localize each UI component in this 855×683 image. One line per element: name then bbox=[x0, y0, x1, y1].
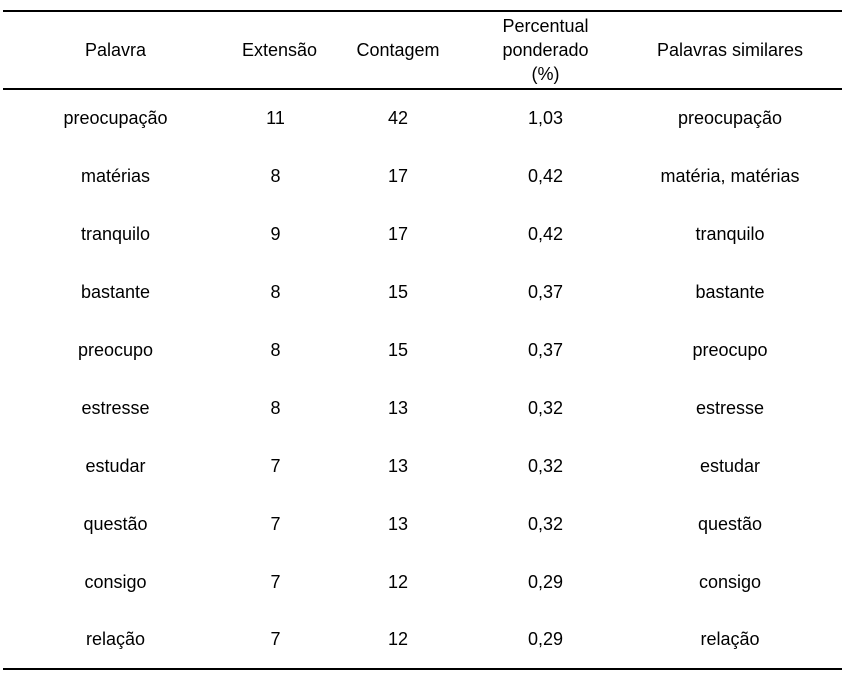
cell-palavra: bastante bbox=[80, 281, 151, 302]
cell-similares: consigo bbox=[698, 571, 762, 592]
cell-palavra: matérias bbox=[80, 165, 151, 186]
cell-extensao: 9 bbox=[270, 223, 281, 244]
table-row: estresse 8 13 0,32 estresse bbox=[3, 379, 842, 437]
cell-percentual: 0,32 bbox=[527, 513, 564, 534]
cell-similares: preocupação bbox=[677, 108, 783, 128]
cell-extensao: 8 bbox=[270, 397, 281, 418]
cell-percentual: 0,29 bbox=[527, 571, 564, 592]
table-row: preocupo 8 15 0,37 preocupo bbox=[3, 321, 842, 379]
cell-extensao: 7 bbox=[270, 513, 281, 534]
cell-extensao: 7 bbox=[270, 571, 281, 592]
cell-extensao: 11 bbox=[266, 108, 285, 128]
table-row: relação 7 12 0,29 relação bbox=[3, 611, 842, 669]
table-row: preocupação 11 42 1,03 preocupação bbox=[3, 89, 842, 147]
cell-contagem: 12 bbox=[387, 571, 409, 592]
table-header: Palavra Extensão Contagem Percentual pon… bbox=[3, 11, 842, 89]
cell-similares: bastante bbox=[695, 281, 765, 302]
cell-percentual: 0,42 bbox=[527, 165, 564, 186]
cell-percentual: 0,42 bbox=[527, 223, 564, 244]
cell-percentual: 0,32 bbox=[527, 455, 564, 476]
column-header-percentual: Percentual ponderado (%) bbox=[502, 15, 589, 85]
cell-extensao: 8 bbox=[270, 339, 281, 360]
cell-contagem: 17 bbox=[387, 165, 409, 186]
table-row: tranquilo 9 17 0,42 tranquilo bbox=[3, 205, 842, 263]
table-row: questão 7 13 0,32 questão bbox=[3, 495, 842, 553]
table-row: estudar 7 13 0,32 estudar bbox=[3, 437, 842, 495]
cell-extensao: 8 bbox=[270, 281, 281, 302]
cell-palavra: questão bbox=[83, 513, 148, 534]
cell-similares: tranquilo bbox=[695, 223, 765, 244]
cell-palavra: estresse bbox=[81, 397, 150, 418]
cell-similares: matéria, matérias bbox=[660, 165, 800, 186]
cell-similares: preocupo bbox=[692, 339, 768, 360]
cell-extensao: 7 bbox=[270, 629, 281, 649]
table-row: matérias 8 17 0,42 matéria, matérias bbox=[3, 147, 842, 205]
column-header-palavras-similares: Palavras similares bbox=[656, 39, 804, 60]
cell-percentual: 0,32 bbox=[527, 397, 564, 418]
column-header-extensao: Extensão bbox=[242, 39, 318, 60]
column-header-palavra: Palavra bbox=[84, 39, 147, 60]
cell-palavra: estudar bbox=[85, 455, 146, 476]
table-body: preocupação 11 42 1,03 preocupação matér… bbox=[3, 89, 842, 669]
table-row: consigo 7 12 0,29 consigo bbox=[3, 553, 842, 611]
cell-palavra: tranquilo bbox=[80, 223, 151, 244]
cell-contagem: 13 bbox=[387, 397, 409, 418]
cell-similares: estudar bbox=[699, 455, 761, 476]
cell-extensao: 7 bbox=[270, 455, 281, 476]
cell-contagem: 13 bbox=[387, 513, 409, 534]
cell-contagem: 42 bbox=[387, 108, 409, 128]
cell-percentual: 1,03 bbox=[527, 108, 564, 128]
cell-palavra: preocupação bbox=[63, 108, 168, 128]
cell-palavra: relação bbox=[85, 629, 146, 649]
cell-percentual: 0,37 bbox=[527, 339, 564, 360]
cell-contagem: 15 bbox=[387, 339, 409, 360]
cell-percentual: 0,29 bbox=[527, 629, 564, 649]
cell-contagem: 13 bbox=[387, 455, 409, 476]
cell-similares: relação bbox=[700, 629, 760, 649]
cell-similares: estresse bbox=[695, 397, 765, 418]
cell-percentual: 0,37 bbox=[527, 281, 564, 302]
cell-extensao: 8 bbox=[270, 165, 281, 186]
cell-contagem: 17 bbox=[387, 223, 409, 244]
header-row: Palavra Extensão Contagem Percentual pon… bbox=[3, 11, 842, 89]
cell-contagem: 15 bbox=[387, 281, 409, 302]
cell-similares: questão bbox=[697, 513, 763, 534]
cell-palavra: preocupo bbox=[77, 339, 154, 360]
word-frequency-table: Palavra Extensão Contagem Percentual pon… bbox=[3, 10, 842, 670]
cell-contagem: 12 bbox=[387, 629, 409, 649]
column-header-contagem: Contagem bbox=[356, 39, 440, 60]
cell-palavra: consigo bbox=[84, 571, 147, 592]
table-row: bastante 8 15 0,37 bastante bbox=[3, 263, 842, 321]
